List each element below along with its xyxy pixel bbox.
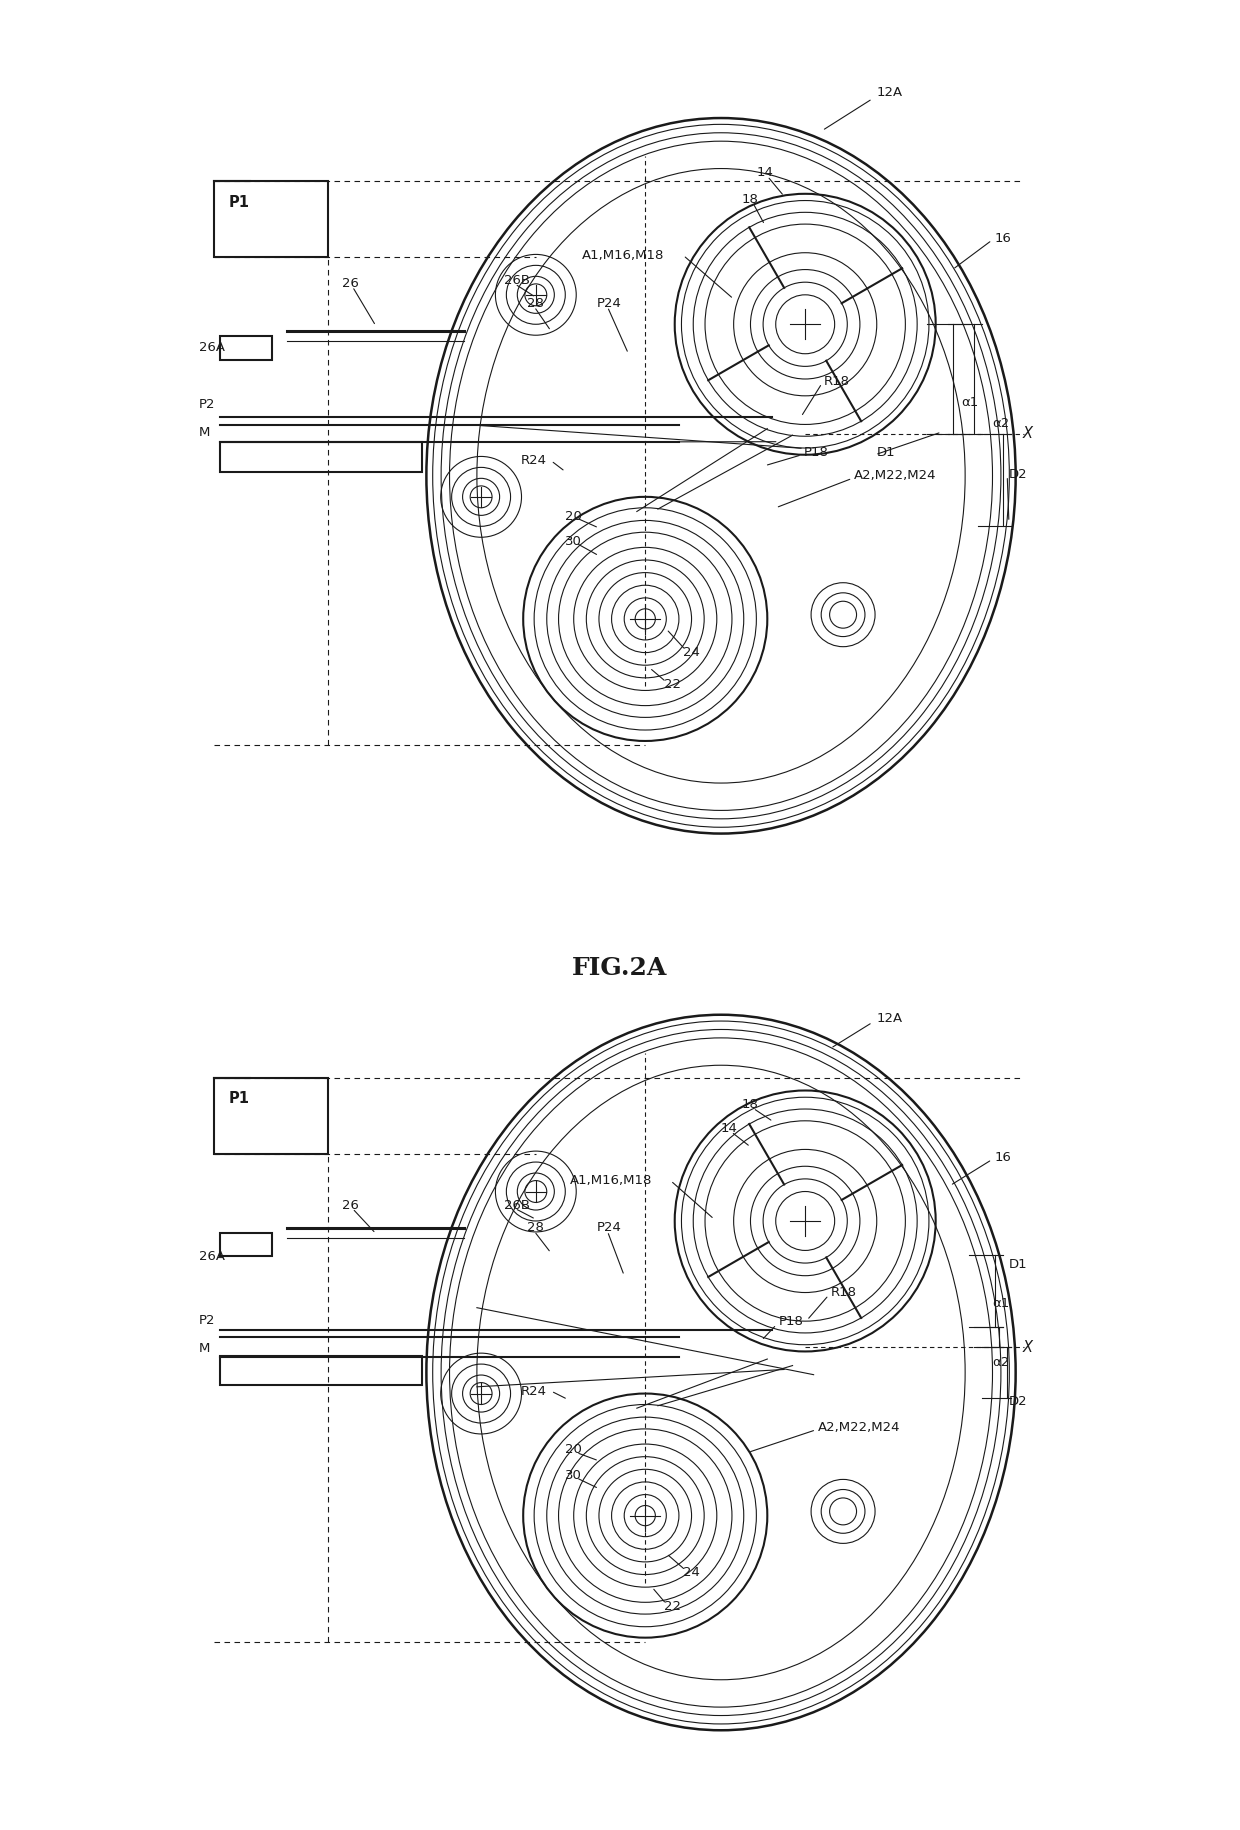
Text: 26B: 26B [503,274,529,287]
Bar [215,181,327,256]
Text: FIG.2A: FIG.2A [573,955,667,979]
Text: 20: 20 [565,1444,582,1457]
Text: P18: P18 [804,447,828,459]
Text: 24: 24 [683,646,701,659]
Text: 16: 16 [994,1151,1012,1164]
Bar [221,337,273,361]
Text: α2: α2 [992,1356,1009,1369]
Text: P1: P1 [228,194,249,210]
Text: R24: R24 [521,1385,547,1398]
Text: α1: α1 [992,1297,1009,1310]
Bar [221,1233,273,1257]
Text: 12A: 12A [877,86,903,99]
Text: 16: 16 [994,232,1012,245]
Text: D1: D1 [877,447,895,459]
Text: 28: 28 [527,296,544,309]
Text: 18: 18 [742,194,759,207]
Text: R18: R18 [823,375,849,388]
Text: 24: 24 [683,1566,701,1579]
Bar [215,1078,327,1153]
Text: A1,M16,M18: A1,M16,M18 [569,1175,652,1188]
Text: M: M [200,426,211,439]
Text: D2: D2 [1009,468,1028,481]
Text: 26: 26 [342,278,360,291]
Text: P24: P24 [596,1221,621,1233]
Text: 26A: 26A [200,342,226,355]
Text: D2: D2 [1009,1396,1028,1409]
Text: 14: 14 [756,167,774,179]
Text: 22: 22 [663,679,681,692]
Text: P2: P2 [200,1314,216,1327]
Text: A2,M22,M24: A2,M22,M24 [854,468,936,483]
Text: α2: α2 [992,417,1009,430]
Text: 14: 14 [720,1122,738,1135]
Text: 30: 30 [565,534,582,547]
Text: P24: P24 [596,296,621,309]
Text: P18: P18 [779,1316,804,1329]
Text: R18: R18 [831,1286,857,1299]
Text: 26: 26 [342,1199,360,1211]
Text: M: M [200,1343,211,1356]
Text: A2,M22,M24: A2,M22,M24 [818,1420,900,1433]
Bar [221,443,422,472]
Text: 12A: 12A [877,1012,903,1025]
Text: X: X [1023,1340,1033,1354]
Text: α1: α1 [961,395,978,410]
Text: 20: 20 [565,511,582,523]
Text: R24: R24 [521,454,547,467]
Text: P1: P1 [228,1091,249,1107]
Text: X: X [1023,426,1033,441]
Text: P2: P2 [200,397,216,410]
Text: D1: D1 [1009,1259,1028,1272]
Text: 18: 18 [742,1098,759,1111]
Text: 28: 28 [527,1221,544,1233]
Bar [221,1356,422,1385]
Text: 26A: 26A [200,1250,226,1263]
Text: 26B: 26B [503,1199,529,1211]
Text: 22: 22 [663,1599,681,1612]
Text: 30: 30 [565,1469,582,1482]
Text: A1,M16,M18: A1,M16,M18 [582,249,665,262]
